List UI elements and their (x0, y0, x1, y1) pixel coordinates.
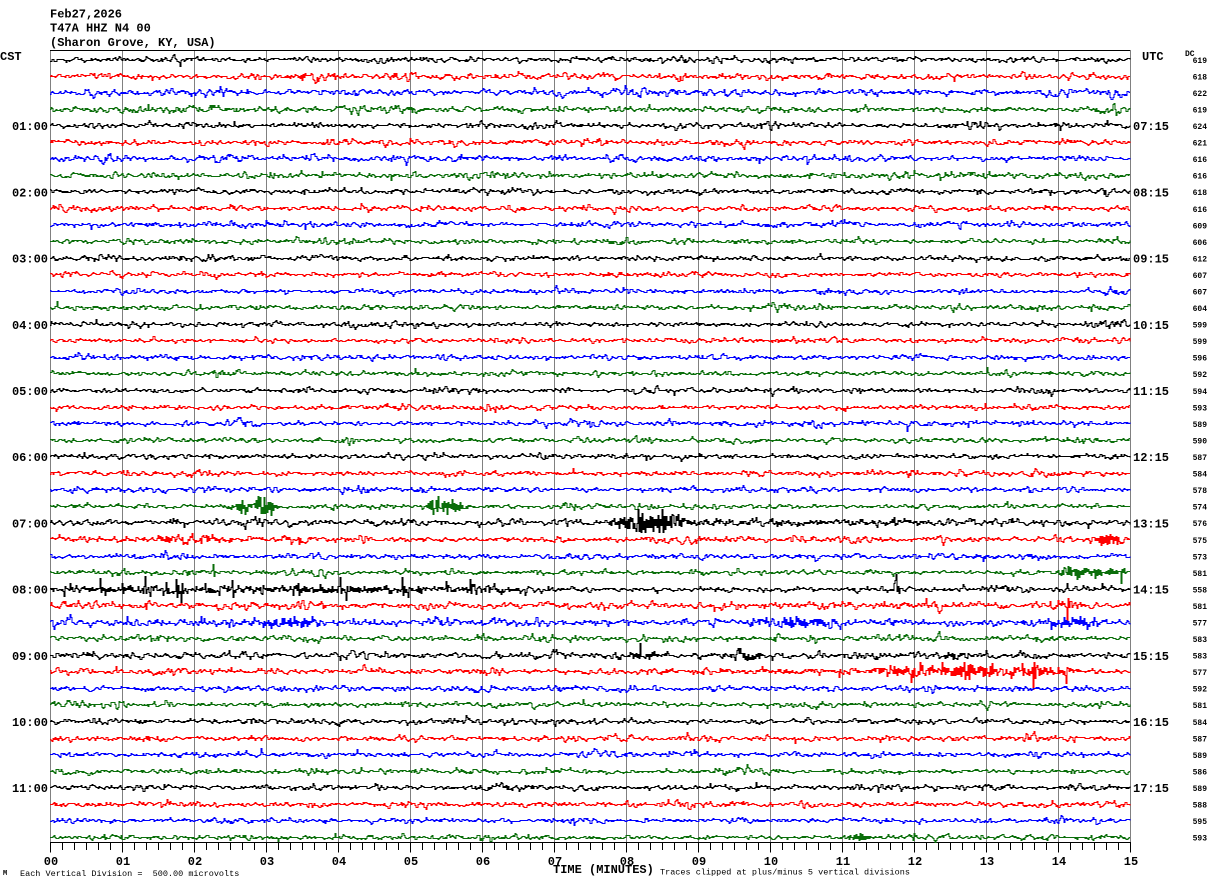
svg-text:08: 08 (620, 855, 634, 869)
svg-text:11: 11 (836, 855, 850, 869)
svg-text:577: 577 (1193, 620, 1208, 629)
svg-text:07:00: 07:00 (12, 517, 48, 531)
svg-text:606: 606 (1193, 239, 1208, 248)
svg-text:575: 575 (1193, 537, 1208, 546)
svg-text:622: 622 (1193, 90, 1208, 99)
svg-text:14:15: 14:15 (1133, 584, 1169, 598)
svg-text:584: 584 (1193, 471, 1208, 480)
svg-text:588: 588 (1193, 802, 1208, 811)
svg-text:596: 596 (1193, 355, 1208, 364)
svg-text:592: 592 (1193, 371, 1208, 380)
svg-text:581: 581 (1193, 603, 1208, 612)
svg-text:(Sharon Grove, KY, USA): (Sharon Grove, KY, USA) (50, 36, 216, 50)
svg-text:619: 619 (1193, 57, 1208, 66)
svg-text:Each Vertical Division = 500.: Each Vertical Division = 500.00 microvol… (20, 869, 239, 879)
svg-text:609: 609 (1193, 222, 1208, 231)
svg-text:UTC: UTC (1142, 50, 1164, 64)
svg-text:621: 621 (1193, 140, 1208, 149)
svg-text:09:00: 09:00 (12, 650, 48, 664)
svg-text:607: 607 (1193, 272, 1208, 281)
svg-text:08:00: 08:00 (12, 584, 48, 598)
svg-text:587: 587 (1193, 454, 1208, 463)
svg-text:624: 624 (1193, 123, 1208, 132)
svg-text:577: 577 (1193, 669, 1208, 678)
svg-text:DC: DC (1185, 50, 1195, 59)
svg-text:04:00: 04:00 (12, 319, 48, 333)
svg-text:574: 574 (1193, 504, 1208, 513)
svg-text:06: 06 (476, 855, 490, 869)
svg-text:12:15: 12:15 (1133, 451, 1169, 465)
svg-text:595: 595 (1193, 818, 1208, 827)
svg-text:578: 578 (1193, 487, 1208, 496)
svg-text:618: 618 (1193, 189, 1208, 198)
svg-text:09: 09 (692, 855, 706, 869)
svg-text:14: 14 (1052, 855, 1066, 869)
svg-text:13:15: 13:15 (1133, 517, 1169, 531)
svg-text:594: 594 (1193, 388, 1208, 397)
svg-text:08:15: 08:15 (1133, 186, 1169, 200)
svg-text:619: 619 (1193, 107, 1208, 116)
svg-text:03:00: 03:00 (12, 253, 48, 267)
svg-text:573: 573 (1193, 553, 1208, 562)
svg-text:06:00: 06:00 (12, 451, 48, 465)
svg-text:10:15: 10:15 (1133, 319, 1169, 333)
svg-text:604: 604 (1193, 305, 1208, 314)
svg-text:607: 607 (1193, 289, 1208, 298)
svg-text:599: 599 (1193, 338, 1208, 347)
svg-text:612: 612 (1193, 255, 1208, 264)
svg-text:618: 618 (1193, 73, 1208, 82)
svg-text:00: 00 (44, 855, 58, 869)
svg-text:11:00: 11:00 (12, 782, 48, 796)
svg-text:616: 616 (1193, 156, 1208, 165)
svg-text:558: 558 (1193, 586, 1208, 595)
svg-text:09:15: 09:15 (1133, 253, 1169, 267)
svg-text:15:15: 15:15 (1133, 650, 1169, 664)
svg-text:Traces clipped at plus/minus 5: Traces clipped at plus/minus 5 vertical … (660, 868, 910, 878)
svg-text:589: 589 (1193, 752, 1208, 761)
svg-text:07: 07 (548, 855, 562, 869)
svg-text:616: 616 (1193, 173, 1208, 182)
svg-text:581: 581 (1193, 702, 1208, 711)
svg-text:586: 586 (1193, 768, 1208, 777)
svg-text:16:15: 16:15 (1133, 716, 1169, 730)
svg-text:583: 583 (1193, 636, 1208, 645)
svg-text:589: 589 (1193, 785, 1208, 794)
svg-text:04: 04 (332, 855, 346, 869)
svg-text:01:00: 01:00 (12, 120, 48, 134)
svg-text:584: 584 (1193, 719, 1208, 728)
svg-text:01: 01 (116, 855, 130, 869)
svg-text:583: 583 (1193, 653, 1208, 662)
svg-text:17:15: 17:15 (1133, 782, 1169, 796)
svg-text:10: 10 (764, 855, 778, 869)
svg-text:CST: CST (0, 50, 22, 64)
svg-text:616: 616 (1193, 206, 1208, 215)
svg-text:10:00: 10:00 (12, 716, 48, 730)
svg-text:593: 593 (1193, 404, 1208, 413)
svg-text:599: 599 (1193, 322, 1208, 331)
svg-text:02: 02 (188, 855, 202, 869)
svg-text:03: 03 (260, 855, 274, 869)
svg-text:15: 15 (1124, 855, 1138, 869)
svg-text:593: 593 (1193, 835, 1208, 844)
svg-text:587: 587 (1193, 735, 1208, 744)
svg-text:590: 590 (1193, 438, 1208, 447)
svg-text:592: 592 (1193, 686, 1208, 695)
svg-text:576: 576 (1193, 520, 1208, 529)
svg-text:TIME (MINUTES): TIME (MINUTES) (553, 863, 654, 877)
svg-text:05:00: 05:00 (12, 385, 48, 399)
svg-text:581: 581 (1193, 570, 1208, 579)
svg-text:07:15: 07:15 (1133, 120, 1169, 134)
svg-text:02:00: 02:00 (12, 186, 48, 200)
svg-text:13: 13 (980, 855, 994, 869)
svg-text:05: 05 (404, 855, 418, 869)
svg-text:12: 12 (908, 855, 922, 869)
svg-text:11:15: 11:15 (1133, 385, 1169, 399)
svg-text:T47A HHZ N4 00: T47A HHZ N4 00 (50, 22, 151, 36)
svg-text:589: 589 (1193, 421, 1208, 430)
svg-text:M: M (3, 870, 7, 878)
svg-text:Feb27,2026: Feb27,2026 (50, 8, 122, 22)
